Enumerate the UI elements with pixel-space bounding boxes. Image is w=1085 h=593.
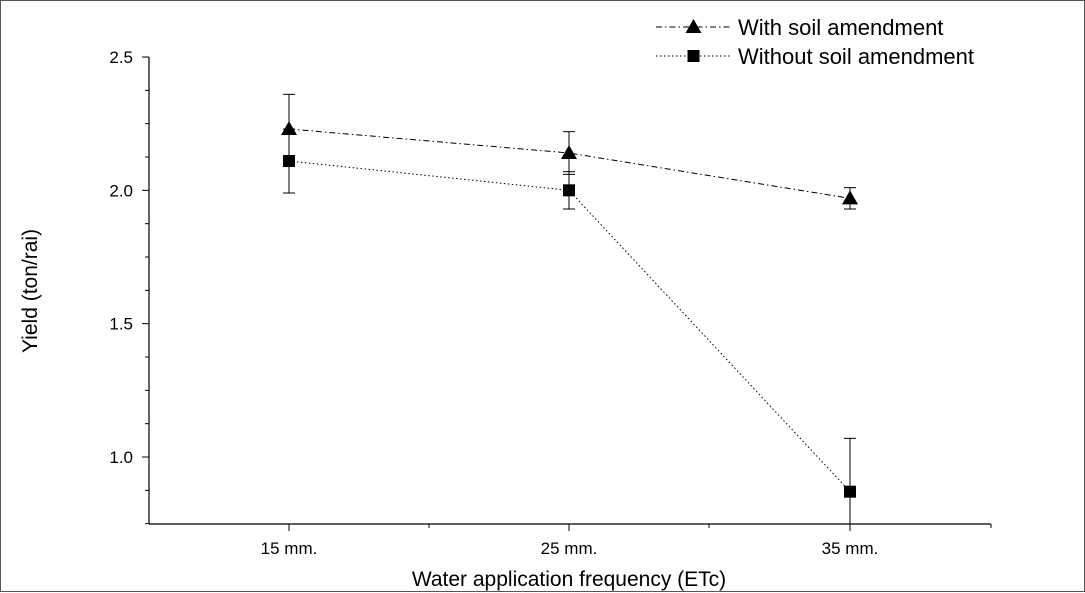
x-tick-label: 25 mm. <box>541 539 598 558</box>
triangle-marker <box>842 190 858 205</box>
legend-label: With soil amendment <box>738 15 943 40</box>
y-axis-label: Yield (ton/rai) <box>19 229 42 353</box>
series-layer <box>281 93 858 524</box>
square-marker <box>283 155 295 167</box>
y-tick-label: 2.0 <box>109 181 133 200</box>
series-line <box>288 160 851 493</box>
legend-entry-1: With soil amendment <box>656 15 943 40</box>
series-2 <box>283 128 856 524</box>
legend-square-marker <box>687 50 700 62</box>
y-tick-label: 1.5 <box>109 315 133 334</box>
square-marker <box>844 485 856 498</box>
triangle-marker <box>281 121 297 135</box>
triangle-marker <box>561 145 577 159</box>
series-1 <box>281 93 858 210</box>
square-marker <box>563 184 575 197</box>
legend: With soil amendment Without soil amendmen… <box>656 15 974 69</box>
legend-triangle-marker <box>685 19 702 33</box>
legend-entry-2: Without soil amendment <box>656 44 974 69</box>
axes: 1.0 1.5 2.0 2.5 15 mm. 25 mm. 35 mm. <box>109 48 992 558</box>
x-tick-label: 15 mm. <box>261 539 318 558</box>
x-axis-label: Water application frequency (ETc) <box>412 568 726 591</box>
legend-label: Without soil amendment <box>738 44 974 69</box>
x-tick-label: 35 mm. <box>822 539 879 558</box>
y-tick-label: 2.5 <box>109 48 133 67</box>
y-tick-label: 1.0 <box>109 448 133 467</box>
